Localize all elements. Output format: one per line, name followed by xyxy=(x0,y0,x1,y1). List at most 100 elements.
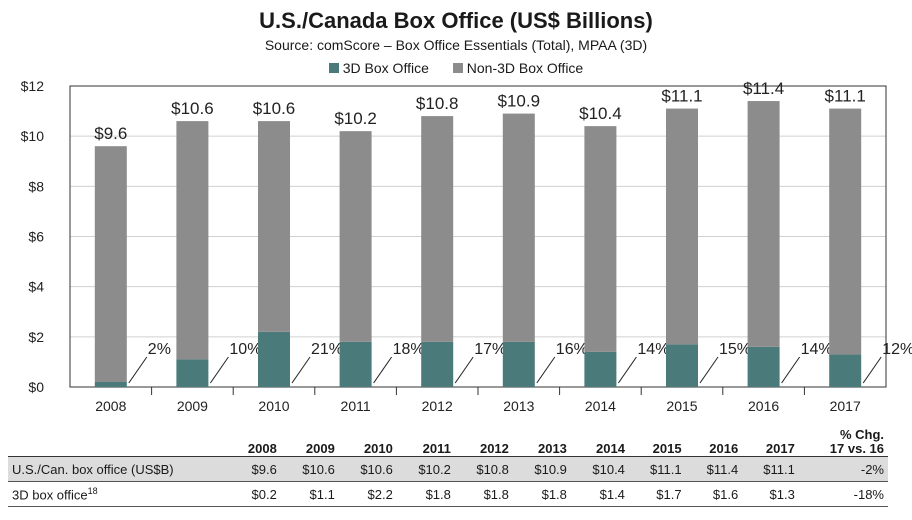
y-tick-label: $0 xyxy=(28,379,44,395)
table-header-empty xyxy=(8,420,228,457)
x-tick-label: 2015 xyxy=(666,398,697,414)
bar-segment-non3d xyxy=(94,146,127,382)
bar-segment-non3d xyxy=(258,121,290,332)
bar-segment-3d xyxy=(747,346,780,387)
table-header-year: 2010 xyxy=(338,420,397,457)
share-leader-line xyxy=(128,356,148,384)
table-header-year: 2012 xyxy=(454,420,513,457)
row-label-3d: 3D box office18 xyxy=(8,481,228,507)
bar-segment-non3d xyxy=(584,126,617,352)
table-header-pct-change: % Chg. 17 vs. 16 xyxy=(798,420,888,457)
chart-title: U.S./Canada Box Office (US$ Billions) xyxy=(259,8,653,33)
x-tick-label: 2016 xyxy=(748,398,779,414)
row-label: 3D box office xyxy=(12,487,88,503)
share-label: 14% xyxy=(801,341,833,358)
y-tick-label: $12 xyxy=(21,78,45,94)
y-tick-label: $10 xyxy=(21,128,45,144)
y-tick-label: $6 xyxy=(28,229,44,245)
share-label: 18% xyxy=(393,341,425,358)
x-tick-label: 2011 xyxy=(341,398,371,414)
table-cell: $0.2 xyxy=(228,481,281,507)
legend-item-non3d: Non-3D Box Office xyxy=(452,60,584,76)
y-tick-label: $2 xyxy=(28,329,44,345)
bar-segment-3d xyxy=(666,344,698,387)
total-label: $10.8 xyxy=(416,94,459,113)
bar-segment-non3d xyxy=(176,121,209,360)
total-label: $9.6 xyxy=(94,124,127,143)
share-leader-line xyxy=(862,356,882,384)
legend-swatch-non3d xyxy=(452,63,463,73)
table-header-year: 2008 xyxy=(228,420,281,457)
table-cell: $1.6 xyxy=(685,481,743,507)
table-header-year: 2014 xyxy=(570,420,629,457)
y-tick-label: $4 xyxy=(28,279,44,295)
table-cell: $1.8 xyxy=(512,481,571,507)
table-cell: $1.8 xyxy=(454,481,513,507)
x-tick-label: 2014 xyxy=(585,398,616,414)
table-cell-chg: -2% xyxy=(798,456,888,482)
table-header-year: 2015 xyxy=(628,420,686,457)
share-leader-line xyxy=(536,356,556,384)
legend-item-3d: 3D Box Office xyxy=(328,60,429,76)
share-label: 17% xyxy=(474,341,506,358)
bar-segment-non3d xyxy=(747,101,780,347)
table-cell: $10.2 xyxy=(396,456,455,482)
share-label: 2% xyxy=(148,341,171,358)
bar-segment-non3d xyxy=(829,108,862,355)
pct-change-line2: 17 vs. 16 xyxy=(829,441,884,456)
bar-segment-non3d xyxy=(339,131,372,342)
share-label: 10% xyxy=(229,341,261,358)
share-label: 21% xyxy=(311,341,343,358)
bar-segment-non3d xyxy=(421,116,454,342)
table-cell: $1.1 xyxy=(280,481,339,507)
share-label: 14% xyxy=(637,341,669,358)
table-cell: $10.9 xyxy=(512,456,571,482)
share-label: 12% xyxy=(882,341,912,358)
bar-segment-3d xyxy=(94,381,127,387)
x-tick-label: 2012 xyxy=(422,398,453,414)
bar-segment-3d xyxy=(339,341,372,387)
legend: 3D Box Office Non-3D Box Office xyxy=(0,60,912,76)
table-row-3d: 3D box office18 $0.2 $1.1 $2.2 $1.8 $1.8… xyxy=(8,481,888,507)
total-label: $11.1 xyxy=(825,87,866,106)
table-cell: $2.2 xyxy=(338,481,397,507)
total-label: $10.6 xyxy=(171,99,214,118)
share-leader-line xyxy=(209,356,229,384)
total-label: $10.4 xyxy=(579,104,622,123)
legend-label-non3d: Non-3D Box Office xyxy=(466,60,584,76)
data-table: 2008 2009 2010 2011 2012 2013 2014 2015 … xyxy=(8,420,888,507)
chart-subtitle: Source: comScore – Box Office Essentials… xyxy=(264,37,648,53)
table-cell: $1.3 xyxy=(742,481,799,507)
table-header-year: 2016 xyxy=(685,420,743,457)
table-cell: $9.6 xyxy=(228,456,281,482)
table-cell: $11.1 xyxy=(628,456,686,482)
bar-segment-non3d xyxy=(502,113,535,342)
share-leader-line xyxy=(699,356,719,384)
legend-swatch-3d xyxy=(328,63,339,73)
total-label: $11.1 xyxy=(661,87,702,106)
bar-segment-3d xyxy=(584,351,617,387)
x-tick-label: 2017 xyxy=(830,398,861,414)
total-label: $10.2 xyxy=(334,109,377,128)
bar-segment-3d xyxy=(258,331,290,387)
table-header-year: 2017 xyxy=(742,420,799,457)
share-label: 15% xyxy=(719,341,751,358)
bar-segment-3d xyxy=(176,359,209,387)
table-cell: $10.6 xyxy=(338,456,397,482)
legend-label-3d: 3D Box Office xyxy=(342,60,429,76)
table-cell: $10.8 xyxy=(454,456,513,482)
table-header-year: 2011 xyxy=(396,420,455,457)
table-cell: $1.8 xyxy=(396,481,455,507)
table-cell: $10.4 xyxy=(570,456,629,482)
table-row-box-office: U.S./Can. box office (US$B) $9.6 $10.6 $… xyxy=(8,456,888,482)
share-leader-line xyxy=(617,356,637,384)
x-tick-label: 2009 xyxy=(177,398,208,414)
x-tick-label: 2010 xyxy=(258,398,289,414)
bar-segment-non3d xyxy=(666,108,698,345)
y-tick-label: $8 xyxy=(28,178,44,194)
total-label: $10.6 xyxy=(253,99,296,118)
table-cell: $11.4 xyxy=(685,456,743,482)
table-cell-chg: -18% xyxy=(798,481,888,507)
pct-change-line1: % Chg. xyxy=(839,427,884,442)
table-header-year: 2009 xyxy=(280,420,339,457)
